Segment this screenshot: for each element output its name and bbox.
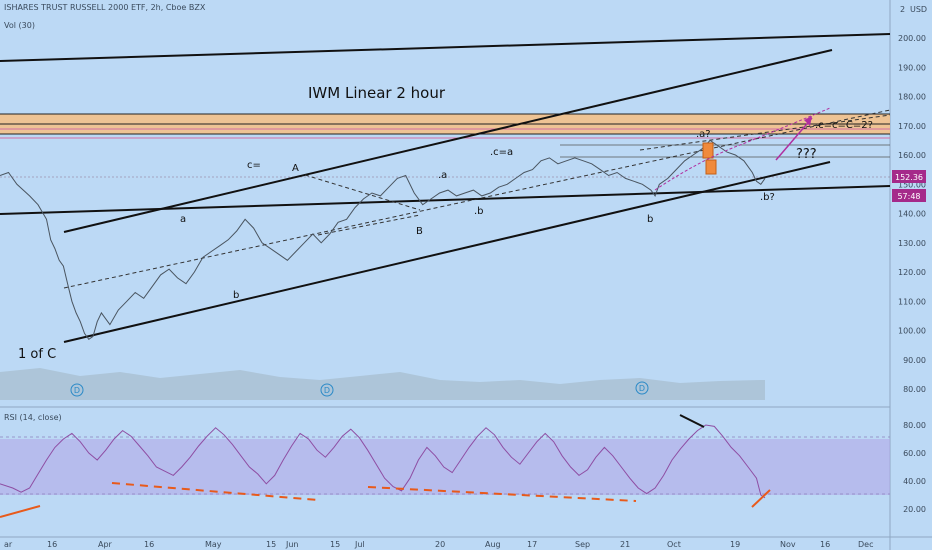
price-badge-value: 152.36	[895, 173, 923, 182]
dashed-triangle-lower	[317, 214, 421, 236]
price-tick-label: 100.00	[898, 327, 926, 336]
orange-box-2	[705, 159, 717, 175]
time-tick-label: May	[205, 540, 222, 549]
volume-label[interactable]: Vol (30)	[4, 21, 35, 30]
rsi-divergence-3	[367, 486, 637, 502]
time-tick-label: Aug	[485, 540, 501, 549]
event-marker-label: D	[74, 386, 80, 395]
time-tick-label: Jul	[354, 540, 365, 549]
annotation-dot-a-q: .a?	[696, 129, 711, 140]
time-tick-label: Oct	[667, 540, 681, 549]
rsi-tick-label: 20.00	[903, 505, 926, 514]
time-tick-label: Nov	[780, 540, 796, 549]
price-badge-bg	[892, 170, 926, 183]
time-tick-label: 16	[47, 540, 57, 549]
dashed-channel-line-2	[639, 114, 891, 151]
event-marker-1[interactable]: D	[70, 383, 84, 397]
annotation-c-eq-a: .c=a	[490, 147, 513, 158]
time-tick-label: 19	[730, 540, 740, 549]
price-axis: 200.00 190.00 180.00 170.00 160.00 150.00 140.…	[898, 34, 926, 394]
price-tick-label: 80.00	[903, 385, 926, 394]
time-tick-label: 17	[527, 540, 537, 549]
time-tick-label: Dec	[858, 540, 873, 549]
rsi-tick-label: 60.00	[903, 449, 926, 458]
annotation-b-2: b	[647, 214, 653, 225]
annotation-c-eq-2: .c=c=C=2?	[815, 120, 873, 131]
dashed-channel-line-1	[63, 109, 891, 289]
event-marker-3[interactable]: D	[635, 381, 649, 395]
event-marker-label: D	[324, 386, 330, 395]
horizontal-support-line	[0, 185, 891, 215]
rsi-divergence-2	[111, 482, 319, 501]
time-tick-label: Jun	[285, 540, 299, 549]
annotation-b-1: b	[233, 290, 239, 301]
price-tick-label: 160.00	[898, 151, 926, 160]
price-pane-bg	[0, 0, 890, 405]
time-tick-label: ar	[4, 540, 13, 549]
symbol-header[interactable]: ISHARES TRUST RUSSELL 2000 ETF, 2h, Cboe…	[4, 3, 206, 12]
channel-top-line	[63, 49, 833, 233]
annotation-A: A	[292, 163, 299, 174]
price-series-line	[0, 139, 766, 340]
dashed-triangle-upper	[304, 174, 421, 211]
timer-badge-value: 57:48	[897, 192, 920, 201]
rsi-top-line	[679, 414, 705, 428]
annotation-question: ???	[796, 147, 817, 162]
annotation-dot-a: .a	[438, 170, 447, 181]
rsi-tick-label: 80.00	[903, 421, 926, 430]
annotation-a-1: a	[180, 214, 186, 225]
annotation-1-of-c: 1 of C	[18, 347, 56, 362]
projection-arrow-head	[804, 116, 812, 126]
time-tick-label: 15	[330, 540, 340, 549]
rsi-series-line	[0, 424, 766, 499]
event-marker-2[interactable]: D	[320, 383, 334, 397]
price-tick-label: 140.00	[898, 210, 926, 219]
price-tick-label: 90.00	[903, 356, 926, 365]
annotation-B: B	[416, 226, 423, 237]
rsi-band	[0, 439, 890, 495]
time-tick-label: Apr	[98, 540, 113, 549]
chart-title: IWM Linear 2 hour	[308, 84, 446, 102]
corner-value: 2	[900, 5, 905, 14]
rsi-tick-label: 40.00	[903, 477, 926, 486]
time-axis: ar 16 Apr 16 May 15 Jun 15 Jul 20 Aug 17 Sep 21 Oct 19 N…	[4, 540, 873, 549]
rsi-axis: 80.00 60.00 40.00 20.00	[903, 421, 926, 514]
time-tick-label: 15	[266, 540, 276, 549]
price-tick-label: 200.00	[898, 34, 926, 43]
projection-arrow	[775, 117, 813, 161]
price-tick-label: 170.00	[898, 122, 926, 131]
time-tick-label: 16	[820, 540, 830, 549]
currency-label: USD	[910, 5, 927, 14]
price-tick-label: 190.00	[898, 63, 926, 72]
price-axis-bg	[890, 0, 932, 550]
annotation-dot-b-q: .b?	[760, 192, 775, 203]
price-tick-label: 130.00	[898, 239, 926, 248]
orange-box-1	[702, 142, 714, 159]
annotation-dot-b: .b	[474, 206, 484, 217]
event-marker-label: D	[639, 384, 645, 393]
time-tick-label: 16	[144, 540, 154, 549]
upper-trendline	[0, 33, 891, 62]
rsi-divergence-4	[751, 489, 771, 508]
price-tick-label: 120.00	[898, 268, 926, 277]
time-tick-label: 20	[435, 540, 445, 549]
price-tick-label: 150.00	[898, 180, 926, 189]
time-tick-label: 21	[620, 540, 630, 549]
price-tick-label: 110.00	[898, 297, 926, 306]
price-tick-label: 180.00	[898, 93, 926, 102]
volume-area	[0, 368, 765, 400]
rsi-label[interactable]: RSI (14, close)	[4, 413, 62, 422]
rsi-divergence-1	[0, 505, 41, 518]
annotation-c-eq: c=	[247, 160, 261, 171]
timer-badge-bg	[892, 189, 926, 202]
forecast-curve	[654, 107, 831, 191]
time-tick-label: Sep	[575, 540, 590, 549]
